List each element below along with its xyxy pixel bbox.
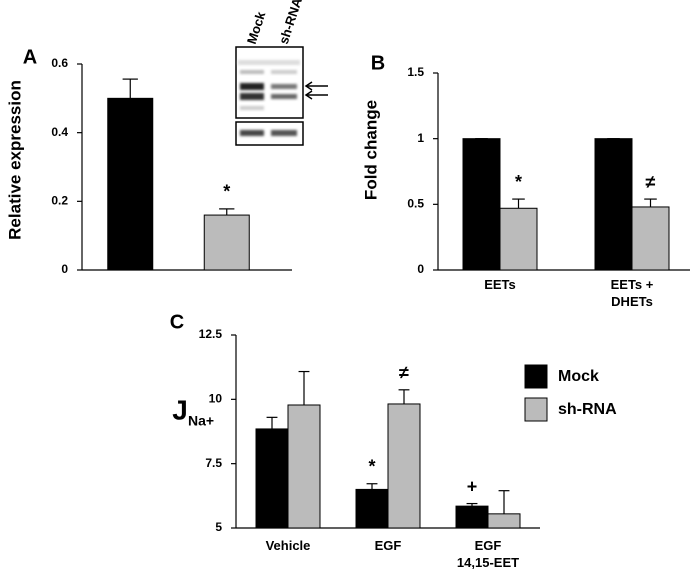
bar xyxy=(455,505,489,529)
x-tick-label: EETs xyxy=(484,277,516,292)
y-tick-label: 1 xyxy=(417,131,424,145)
blot-inset xyxy=(235,46,328,146)
inset-label: Mock xyxy=(244,9,269,46)
legend-swatch xyxy=(524,397,548,422)
annotation: * xyxy=(515,172,522,192)
bar xyxy=(203,214,250,271)
y-tick-label: 0 xyxy=(61,262,68,276)
y-tick-label: 0.6 xyxy=(51,56,68,70)
y-tick-label: 0.4 xyxy=(51,125,68,139)
bar xyxy=(487,513,521,529)
y-tick-label: 0.5 xyxy=(407,197,424,211)
bar xyxy=(594,138,633,271)
x-tick-label: Vehicle xyxy=(265,538,311,553)
bar xyxy=(462,138,501,271)
panel-letter: C xyxy=(170,311,184,333)
y-axis-label: J xyxy=(172,394,188,425)
x-tick-label: EETs + DHETs xyxy=(610,277,654,309)
y-axis-label: Relative expression xyxy=(5,80,24,240)
panel-letter: B xyxy=(371,52,385,74)
y-tick-label: 10 xyxy=(209,392,223,406)
annotation: * xyxy=(368,456,375,476)
y-tick-label: 12.5 xyxy=(199,327,223,341)
annotation: ≠ xyxy=(399,363,409,383)
bar xyxy=(387,403,421,529)
panel-letter: A xyxy=(23,46,37,68)
x-tick-label: EGF 14,15-EET xyxy=(456,538,520,570)
legend-swatch xyxy=(524,364,548,389)
legend-label: sh-RNA xyxy=(558,401,617,418)
bar xyxy=(355,488,389,529)
inset-label: sh-RNA xyxy=(276,0,305,46)
annotation: + xyxy=(467,476,478,496)
y-axis-label-sub: Na+ xyxy=(188,413,214,429)
y-tick-label: 1.5 xyxy=(407,65,424,79)
legend-label: Mock xyxy=(558,368,599,385)
bar xyxy=(107,97,154,271)
y-tick-label: 5 xyxy=(215,520,222,534)
bar xyxy=(287,404,321,529)
y-tick-label: 0 xyxy=(417,262,424,276)
annotation: ≠ xyxy=(646,172,656,192)
y-axis-label: Fold change xyxy=(361,100,380,200)
annotation: * xyxy=(223,182,230,202)
y-tick-label: 7.5 xyxy=(205,456,222,470)
y-tick-label: 0.2 xyxy=(51,194,68,208)
bar xyxy=(255,428,289,529)
bar xyxy=(631,206,670,271)
bar xyxy=(499,207,538,271)
x-tick-label: EGF xyxy=(374,538,402,553)
